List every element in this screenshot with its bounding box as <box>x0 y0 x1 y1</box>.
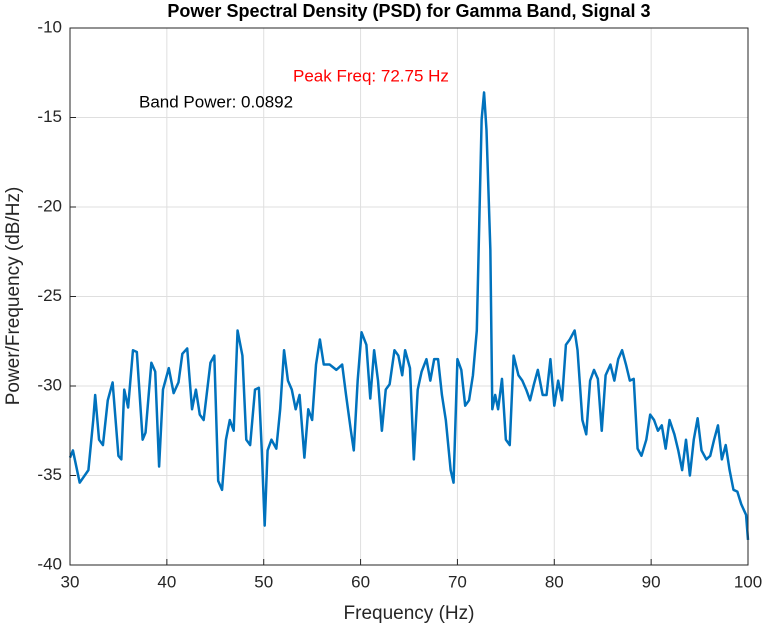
band-power-annotation: Band Power: 0.0892 <box>139 92 293 111</box>
plot-layer <box>68 91 750 541</box>
x-tick-label: 80 <box>545 572 564 591</box>
x-tick-label: 60 <box>351 572 370 591</box>
y-tick-label: -10 <box>37 17 62 36</box>
x-tick-label: 30 <box>61 572 80 591</box>
y-tick-label: -15 <box>37 107 62 126</box>
y-tick-label: -25 <box>37 286 62 305</box>
x-tick-label: 90 <box>642 572 661 591</box>
x-axis-label: Frequency (Hz) <box>344 603 475 624</box>
peak-annotation: Peak Freq: 72.75 Hz <box>293 66 449 85</box>
series-line <box>68 91 750 541</box>
y-tick-label: -30 <box>37 375 62 394</box>
y-axis-label: Power/Frequency (dB/Hz) <box>3 187 24 406</box>
chart-title: Power Spectral Density (PSD) for Gamma B… <box>167 1 650 21</box>
x-tick-label: 50 <box>254 572 273 591</box>
y-tick-label: -35 <box>37 465 62 484</box>
x-tick-label: 100 <box>734 572 762 591</box>
axes-box <box>69 27 749 566</box>
y-tick-label: -20 <box>37 196 62 215</box>
x-tick-label: 70 <box>448 572 467 591</box>
y-tick-label: -40 <box>37 554 62 573</box>
x-tick-label: 40 <box>157 572 176 591</box>
